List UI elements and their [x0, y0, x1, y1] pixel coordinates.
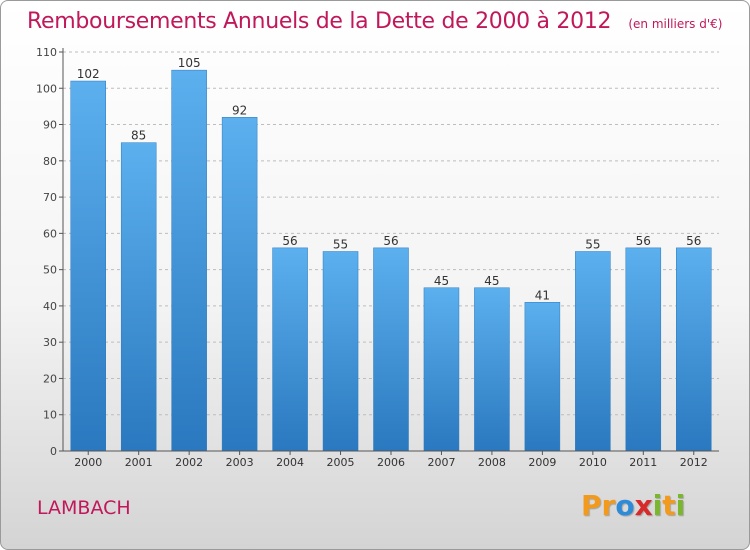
- bar-value-label: 45: [484, 274, 499, 288]
- x-tick-label: 2004: [276, 456, 304, 469]
- y-tick-label: 80: [43, 155, 57, 168]
- bar: [373, 247, 409, 452]
- logo-letter: t: [662, 489, 676, 522]
- logo-letter: P: [581, 489, 602, 522]
- bar-value-label: 105: [178, 56, 201, 70]
- bar: [676, 247, 712, 452]
- bar: [120, 142, 157, 452]
- x-tick-label: 2008: [478, 456, 506, 469]
- x-tick-label: 2003: [226, 456, 254, 469]
- bar-value-label: 56: [383, 234, 398, 248]
- bars-layer: 102 85 105 92 56 55 56 45 45 41 55 56 56: [70, 56, 712, 452]
- x-tick-label: 2007: [427, 456, 455, 469]
- y-tick-label: 50: [43, 264, 57, 277]
- logo-letter: i: [652, 489, 663, 522]
- bar: [171, 69, 207, 452]
- bar: [70, 80, 106, 452]
- bar: [423, 287, 460, 452]
- y-tick-label: 10: [43, 409, 57, 422]
- proxiti-logo: Proxiti: [581, 489, 685, 522]
- bar-value-label: 55: [333, 238, 348, 252]
- bar-value-label: 102: [77, 67, 100, 81]
- x-tick-label: 2002: [175, 456, 203, 469]
- y-tick-label: 60: [43, 227, 57, 240]
- y-tick-label: 30: [43, 336, 57, 349]
- y-tick-label: 100: [36, 82, 57, 95]
- bar: [272, 247, 308, 452]
- x-tick-label: 2006: [377, 456, 405, 469]
- chart-title: Remboursements Annuels de la Dette de 20…: [27, 9, 612, 34]
- bar: [625, 247, 662, 452]
- logo-letter: x: [634, 489, 653, 522]
- y-tick-label: 90: [43, 119, 57, 132]
- bar-value-label: 56: [686, 234, 701, 248]
- bar-value-label: 56: [636, 234, 651, 248]
- axis-layer: 0 10 20 30 40 50 60 70 80 90 100 110 2000 2001 2002 200…: [36, 46, 719, 469]
- x-tick-label: 2010: [579, 456, 607, 469]
- x-tick-label: 2005: [327, 456, 355, 469]
- x-tick-label: 2001: [125, 456, 153, 469]
- bar-value-label: 45: [434, 274, 449, 288]
- y-tick-label: 110: [36, 46, 57, 59]
- bar: [575, 251, 611, 452]
- city-name: LAMBACH: [37, 497, 131, 519]
- bar-value-label: 92: [232, 103, 247, 117]
- y-tick-label: 70: [43, 191, 57, 204]
- chart-subtitle: (en milliers d'€): [628, 17, 723, 31]
- bar-value-label: 85: [131, 129, 146, 143]
- bar-value-label: 55: [585, 238, 600, 252]
- bar: [322, 251, 359, 452]
- title-row: Remboursements Annuels de la Dette de 20…: [27, 9, 722, 34]
- x-tick-label: 2000: [74, 456, 102, 469]
- bar-value-label: 56: [282, 234, 297, 248]
- logo-letter: r: [601, 489, 616, 522]
- y-tick-label: 40: [43, 300, 57, 313]
- x-tick-label: 2009: [528, 456, 556, 469]
- x-tick-label: 2011: [629, 456, 657, 469]
- bar: [221, 117, 258, 452]
- bar-value-label: 41: [535, 288, 550, 302]
- bar: [474, 287, 510, 452]
- bar: [524, 302, 561, 452]
- y-tick-label: 0: [50, 445, 57, 458]
- y-tick-label: 20: [43, 372, 57, 385]
- x-tick-label: 2012: [680, 456, 708, 469]
- logo-letter: i: [675, 489, 686, 522]
- logo-letter: o: [615, 489, 635, 522]
